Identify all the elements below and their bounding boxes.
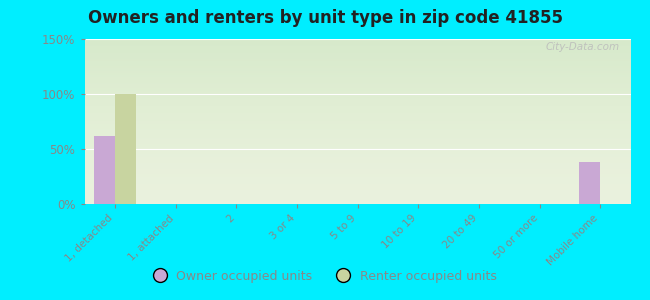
Text: City-Data.com: City-Data.com xyxy=(545,42,619,52)
Bar xyxy=(94,136,115,204)
Bar xyxy=(579,162,600,204)
Text: Owners and renters by unit type in zip code 41855: Owners and renters by unit type in zip c… xyxy=(88,9,562,27)
Legend: Owner occupied units, Renter occupied units: Owner occupied units, Renter occupied un… xyxy=(148,265,502,288)
Bar xyxy=(115,94,136,204)
